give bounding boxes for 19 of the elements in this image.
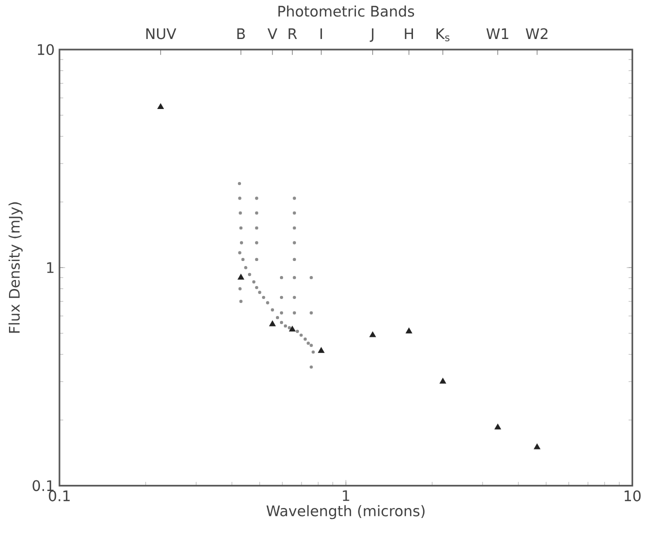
text: NUV <box>146 28 176 40</box>
x-tick-label: 1 <box>342 490 350 501</box>
text: B <box>237 28 245 39</box>
x-axis-title: Wavelength (microns) <box>266 505 425 520</box>
y-tick-label: 0.1 <box>32 480 54 492</box>
x-tick-label: 0.1 <box>48 490 70 502</box>
text: W2 <box>526 28 548 39</box>
text: J <box>370 28 374 42</box>
y-tick-label: 10 <box>38 44 54 55</box>
text: W1 <box>486 28 508 39</box>
text: Photometric Bands <box>278 5 414 17</box>
x-tick-label: 10 <box>624 490 641 502</box>
text: H <box>404 28 413 39</box>
text: V <box>268 28 278 39</box>
text: R <box>288 28 297 39</box>
text: I <box>320 28 322 39</box>
text: K$_{s}$ <box>436 28 450 42</box>
y-axis-title: Flux Density (mJy) <box>8 202 23 333</box>
y-tick-label: 1 <box>47 262 54 273</box>
